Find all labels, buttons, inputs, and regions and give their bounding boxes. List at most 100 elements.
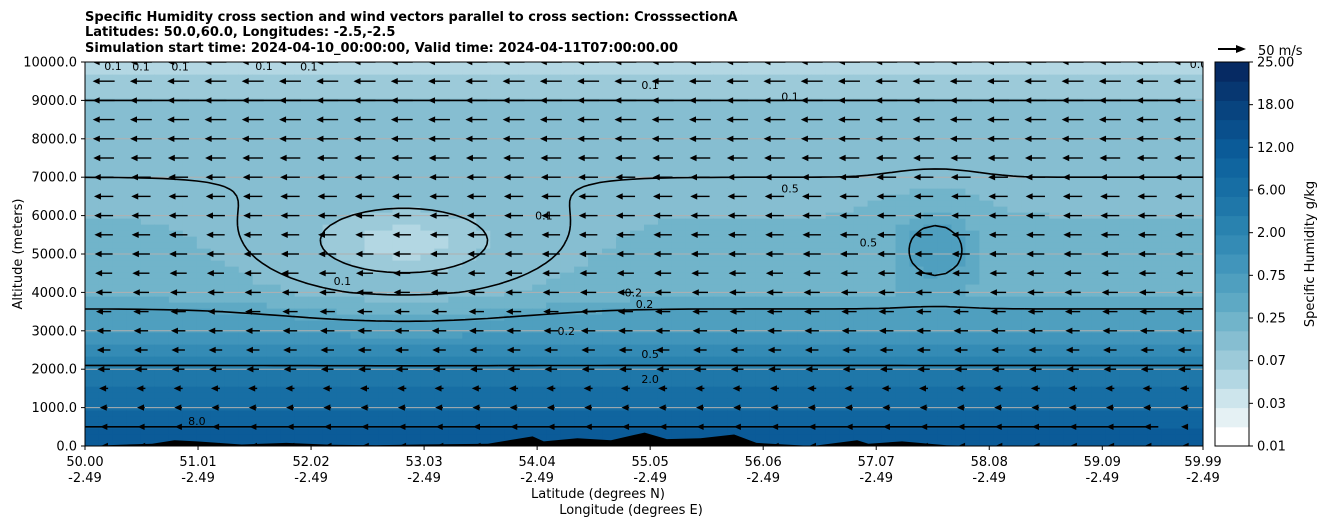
humidity-cell bbox=[616, 320, 631, 327]
humidity-cell bbox=[811, 290, 827, 297]
humidity-cell bbox=[126, 290, 142, 297]
humidity-cell bbox=[182, 302, 198, 309]
humidity-cell bbox=[112, 266, 128, 273]
humidity-cell bbox=[406, 386, 421, 393]
humidity-cell bbox=[476, 176, 491, 183]
humidity-cell bbox=[378, 416, 394, 423]
humidity-cell bbox=[1007, 152, 1022, 159]
humidity-cell bbox=[1147, 74, 1162, 81]
humidity-cell bbox=[965, 158, 980, 165]
humidity-cell bbox=[280, 434, 296, 441]
humidity-cell bbox=[224, 326, 240, 333]
humidity-cell bbox=[727, 152, 743, 159]
humidity-cell bbox=[574, 176, 589, 183]
humidity-cell bbox=[1049, 182, 1064, 189]
humidity-cell bbox=[574, 74, 589, 81]
humidity-cell bbox=[602, 200, 617, 207]
humidity-cell bbox=[741, 200, 757, 207]
humidity-cell bbox=[85, 122, 100, 129]
humidity-cell bbox=[406, 182, 421, 189]
humidity-cell bbox=[126, 182, 142, 189]
humidity-cell bbox=[602, 146, 617, 153]
humidity-cell bbox=[224, 134, 240, 141]
humidity-cell bbox=[378, 236, 394, 243]
humidity-cell bbox=[280, 218, 296, 225]
humidity-cell bbox=[853, 206, 869, 213]
humidity-cell bbox=[616, 284, 631, 291]
humidity-cell bbox=[951, 128, 967, 135]
humidity-cell bbox=[741, 320, 757, 327]
humidity-cell bbox=[392, 92, 408, 99]
humidity-cell bbox=[937, 242, 953, 249]
humidity-cell bbox=[811, 398, 827, 405]
humidity-cell bbox=[224, 224, 240, 231]
humidity-cell bbox=[727, 104, 743, 111]
humidity-cell bbox=[546, 188, 561, 195]
humidity-cell bbox=[168, 344, 184, 351]
humidity-cell bbox=[574, 68, 589, 75]
humidity-cell bbox=[546, 68, 561, 75]
humidity-cell bbox=[308, 116, 324, 123]
humidity-cell bbox=[140, 194, 156, 201]
humidity-cell bbox=[1133, 296, 1148, 303]
humidity-cell bbox=[1161, 74, 1176, 81]
humidity-cell bbox=[308, 302, 324, 309]
humidity-cell bbox=[588, 68, 603, 75]
humidity-cell bbox=[616, 392, 631, 399]
humidity-cell bbox=[1077, 242, 1092, 249]
humidity-cell bbox=[853, 296, 869, 303]
humidity-cell bbox=[965, 428, 980, 435]
humidity-cell bbox=[406, 434, 421, 441]
humidity-cell bbox=[923, 338, 939, 345]
humidity-cell bbox=[602, 158, 617, 165]
humidity-cell bbox=[909, 62, 925, 69]
humidity-cell bbox=[280, 62, 296, 69]
humidity-cell bbox=[364, 326, 380, 333]
humidity-cell bbox=[448, 86, 463, 93]
humidity-cell bbox=[126, 332, 142, 339]
humidity-cell bbox=[280, 92, 296, 99]
humidity-cell bbox=[560, 320, 575, 327]
humidity-cell bbox=[85, 302, 100, 309]
humidity-cell bbox=[168, 74, 184, 81]
humidity-cell bbox=[1091, 164, 1106, 171]
humidity-cell bbox=[350, 398, 366, 405]
humidity-cell bbox=[657, 284, 673, 291]
humidity-cell bbox=[546, 428, 561, 435]
humidity-cell bbox=[140, 140, 156, 147]
humidity-cell bbox=[210, 236, 226, 243]
humidity-cell bbox=[1105, 428, 1120, 435]
humidity-cell bbox=[252, 338, 268, 345]
humidity-cell bbox=[993, 176, 1008, 183]
humidity-cell bbox=[98, 248, 114, 255]
humidity-cell bbox=[1133, 266, 1148, 273]
humidity-cell bbox=[867, 74, 883, 81]
humidity-cell bbox=[1021, 260, 1036, 267]
humidity-cell bbox=[168, 170, 184, 177]
humidity-cell bbox=[280, 104, 296, 111]
humidity-cell bbox=[727, 158, 743, 165]
humidity-cell bbox=[713, 308, 729, 315]
humidity-cell bbox=[364, 350, 380, 357]
humidity-cell bbox=[825, 224, 841, 231]
humidity-cell bbox=[1147, 242, 1162, 249]
humidity-cell bbox=[252, 158, 268, 165]
humidity-cell bbox=[392, 356, 408, 363]
humidity-cell bbox=[630, 140, 645, 147]
humidity-cell bbox=[532, 236, 547, 243]
humidity-cell bbox=[979, 164, 994, 171]
humidity-cell bbox=[951, 254, 967, 261]
humidity-cell bbox=[280, 98, 296, 105]
humidity-cell bbox=[504, 398, 519, 405]
humidity-cell bbox=[1105, 170, 1120, 177]
humidity-cell bbox=[588, 92, 603, 99]
humidity-cell bbox=[560, 350, 575, 357]
humidity-cell bbox=[462, 398, 477, 405]
humidity-cell bbox=[1147, 236, 1162, 243]
humidity-cell bbox=[923, 104, 939, 111]
humidity-cell bbox=[420, 242, 435, 249]
humidity-cell bbox=[602, 386, 617, 393]
humidity-cell bbox=[1035, 422, 1050, 429]
humidity-cell bbox=[378, 344, 394, 351]
humidity-cell bbox=[895, 272, 911, 279]
